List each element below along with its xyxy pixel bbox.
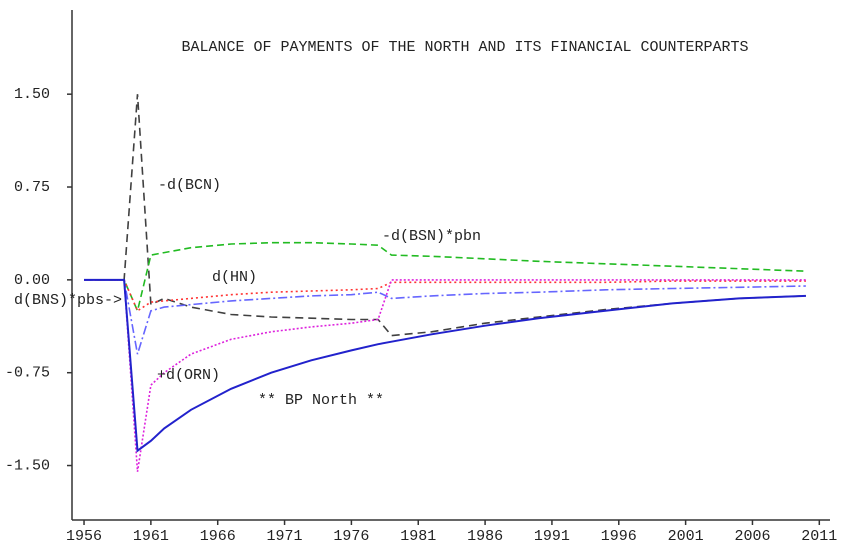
x-tick-label: 2006 (734, 528, 770, 545)
x-tick-label: 1981 (400, 528, 436, 545)
series-line (84, 241, 806, 314)
y-tick-label: -0.75 (5, 365, 50, 382)
x-tick-label: 1961 (133, 528, 169, 545)
series-annotation: +d(ORN) (157, 367, 220, 384)
series-annotation: -d(BCN) (158, 177, 221, 194)
x-tick-label: 1996 (601, 528, 637, 545)
series-line (84, 279, 806, 355)
x-tick-label: 1956 (66, 528, 102, 545)
chart-title: BALANCE OF PAYMENTS OF THE NORTH AND ITS… (181, 39, 748, 56)
series-line (84, 279, 806, 472)
series-line (84, 279, 806, 312)
x-tick-label: 1966 (200, 528, 236, 545)
series-line (84, 278, 806, 453)
y-tick-label: 0.75 (14, 179, 50, 196)
x-tick-label: 2001 (668, 528, 704, 545)
x-tick-label: 2011 (801, 528, 837, 545)
series-annotation: d(HN) (212, 269, 257, 286)
y-tick-label: -1.50 (5, 458, 50, 475)
series-annotation: ** BP North ** (258, 392, 384, 409)
x-tick-label: 1976 (333, 528, 369, 545)
series-annotation: d(BNS)*pbs-> (14, 292, 122, 309)
series-annotation: -d(BSN)*pbn (382, 228, 481, 245)
x-tick-label: 1971 (267, 528, 303, 545)
y-tick-label: 1.50 (14, 86, 50, 103)
series-line (84, 94, 806, 337)
x-tick-label: 1991 (534, 528, 570, 545)
y-tick-label: 0.00 (14, 272, 50, 289)
x-tick-label: 1986 (467, 528, 503, 545)
